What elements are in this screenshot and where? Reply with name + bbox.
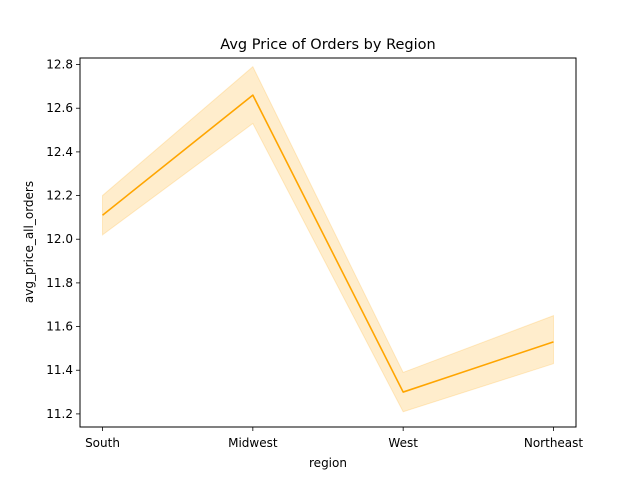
y-axis-label: avg_price_all_orders	[22, 181, 36, 303]
plot-frame	[79, 57, 577, 428]
x-tick-label: Northeast	[524, 436, 584, 450]
y-tick-label: 12.0	[46, 232, 73, 246]
y-tick-label: 12.2	[46, 189, 73, 203]
y-tick-label: 11.8	[46, 276, 73, 290]
data-point-midwest	[251, 93, 255, 97]
y-axis: 11.2 11.4 11.6 11.8 12.0 12.2 12.4 12.6 12.8	[46, 58, 80, 421]
y-tick-label: 11.2	[46, 407, 73, 421]
x-tick-label: West	[388, 436, 418, 450]
x-tick-label: Midwest	[228, 436, 278, 450]
data-point-northeast	[552, 340, 556, 344]
chart-title: Avg Price of Orders by Region	[220, 37, 435, 53]
y-tick-label: 12.4	[46, 145, 73, 159]
data-point-south	[101, 213, 105, 217]
x-axis-label: region	[309, 456, 347, 470]
y-tick-label: 11.4	[46, 363, 73, 377]
y-tick-label: 12.6	[46, 101, 73, 115]
y-tick-label: 11.6	[46, 320, 73, 334]
x-tick-label: South	[85, 436, 120, 450]
series-line	[102, 94, 554, 393]
data-point-west	[401, 390, 405, 394]
confidence-band	[102, 65, 554, 413]
x-axis: South Midwest West Northeast	[85, 427, 583, 450]
plot-area	[101, 65, 556, 413]
y-tick-label: 12.8	[46, 58, 73, 72]
